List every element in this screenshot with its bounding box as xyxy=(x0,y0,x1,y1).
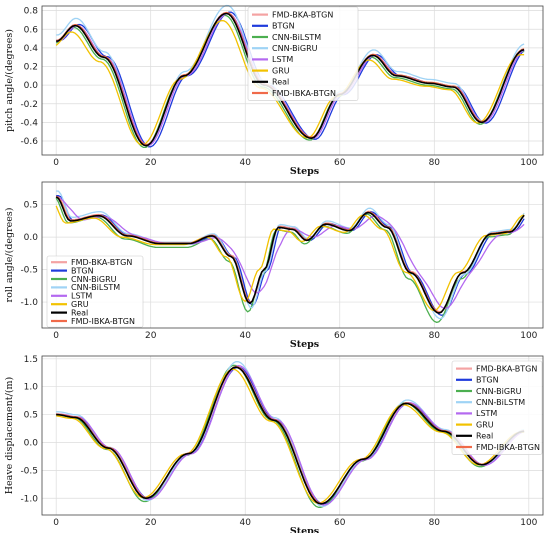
series-line-cnn-bigru xyxy=(56,364,525,508)
legend-label: Real xyxy=(272,78,289,87)
heave-displacement-chart: 0 20 40 60 80 100 -1.0 -0.5 0.0 0.5 1.0 1.5 Steps Hea… xyxy=(4,355,544,533)
x-tick-label: 100 xyxy=(520,331,537,341)
legend-label: FMD-IBKA-BTGN xyxy=(476,443,540,452)
series-line-real xyxy=(55,12,525,147)
legend-label: GRU xyxy=(272,66,290,75)
x-tick-label: 0 xyxy=(53,518,59,528)
y-tick-label: 0.2 xyxy=(24,63,38,73)
legend-label: BTGN xyxy=(71,266,94,275)
y-tick-label: 0.8 xyxy=(24,7,39,17)
legend: FMD-BKA-BTGN BTGN CNN-BiGRU CNN-BiLSTM LSTM G… xyxy=(451,360,543,455)
x-tick-label: 20 xyxy=(145,518,157,528)
legend: FMD-BKA-BTGN BTGN CNN-BiLSTM CNN-BiGRU LSTM G… xyxy=(247,6,359,101)
x-tick-label: 0 xyxy=(53,331,59,341)
x-axis-label: Steps xyxy=(290,166,319,177)
plot-frame xyxy=(41,355,544,516)
legend-label: LSTM xyxy=(71,292,92,301)
y-axis-label: pitch angle/(degrees) xyxy=(4,29,15,132)
legend-label: BTGN xyxy=(272,22,295,31)
y-tick-label: 0.0 xyxy=(24,81,39,91)
series-line-real xyxy=(55,196,525,314)
legend-label: FMD-BKA-BTGN xyxy=(476,364,537,373)
series-line-cnn-bilstm xyxy=(55,14,525,149)
y-tick-label: 0.4 xyxy=(24,44,39,54)
legend-label: CNN-BiLSTM xyxy=(71,283,120,292)
legend-label: CNN-BiGRU xyxy=(71,275,117,284)
legend-label: Real xyxy=(71,308,88,317)
series-line-cnn-bilstm xyxy=(56,190,525,320)
legend-box xyxy=(451,360,543,455)
y-axis-label: roll angle/(degrees) xyxy=(4,208,15,303)
x-tick-label: 20 xyxy=(145,331,157,341)
x-tick-label: 60 xyxy=(334,331,346,341)
y-tick-label: 1.5 xyxy=(24,355,38,365)
y-tick-label: -1.0 xyxy=(20,494,38,504)
legend-label: CNN-BiGRU xyxy=(476,387,522,396)
series-line-real xyxy=(56,366,525,505)
series-line-gru xyxy=(55,205,525,312)
x-tick-label: 60 xyxy=(334,518,346,528)
y-tick-label: 1.0 xyxy=(24,383,39,393)
x-tick-label: 80 xyxy=(429,518,441,528)
legend-label: LSTM xyxy=(272,55,293,64)
y-tick-label: -0.5 xyxy=(20,466,38,476)
legend-label: BTGN xyxy=(476,376,499,385)
y-tick-label: 0.0 xyxy=(24,438,39,448)
y-tick-label: 0.6 xyxy=(24,25,39,35)
x-tick-label: 100 xyxy=(520,518,537,528)
y-tick-label: -0.2 xyxy=(20,100,38,110)
y-tick-label: -0.5 xyxy=(20,266,38,276)
y-axis-label: Heave displacement/(m) xyxy=(4,377,15,495)
legend-label: CNN-BiLSTM xyxy=(272,33,321,42)
x-tick-label: 100 xyxy=(520,158,537,168)
x-tick-label: 0 xyxy=(53,158,59,168)
legend-label: FMD-IBKA-BTGN xyxy=(71,317,135,326)
series-line-gru xyxy=(56,368,525,504)
legend-label: FMD-BKA-BTGN xyxy=(71,258,132,267)
legend: FMD-BKA-BTGNBTGNCNN-BiGRUCNN-BiLSTMLSTMG… xyxy=(46,255,144,328)
legend-label: GRU xyxy=(71,300,89,309)
x-axis-label: Steps xyxy=(290,339,319,350)
legend-label: FMD-IBKA-BTGN xyxy=(272,89,336,98)
x-tick-label: 80 xyxy=(429,331,441,341)
y-tick-label: 0.5 xyxy=(24,411,38,421)
plot-frame xyxy=(41,5,544,156)
y-tick-label: 0.0 xyxy=(24,233,39,243)
legend-label: FMD-BKA-BTGN xyxy=(272,10,333,19)
y-tick-label: -0.4 xyxy=(20,118,38,128)
pitch-angle-chart: 0 20 40 60 80 100 -0.6 -0.4 -0.2 0.0 0.2 0.4 0.6 0.8 S… xyxy=(4,4,544,177)
legend-label: CNN-BiGRU xyxy=(272,44,318,53)
legend-label: CNN-BiLSTM xyxy=(476,398,525,407)
legend-box xyxy=(46,255,144,328)
legend-label: Real xyxy=(476,432,493,441)
series-line-gru xyxy=(55,19,525,146)
legend-label: GRU xyxy=(476,420,494,429)
roll-angle-chart: 0 20 40 60 80 100 -1.0 -0.5 0.0 0.5 Steps roll angl… xyxy=(4,181,544,350)
legend-label: LSTM xyxy=(476,409,497,418)
x-tick-label: 20 xyxy=(145,158,157,168)
legend-box xyxy=(247,6,359,101)
y-tick-label: 0.5 xyxy=(24,201,38,211)
y-tick-label: -0.6 xyxy=(20,137,38,147)
x-tick-label: 80 xyxy=(429,158,441,168)
x-axis-label: Steps xyxy=(290,526,319,533)
x-tick-label: 40 xyxy=(240,158,252,168)
plot-frame xyxy=(41,181,544,329)
y-tick-label: -1.0 xyxy=(20,298,38,308)
x-tick-label: 40 xyxy=(240,518,252,528)
x-tick-label: 40 xyxy=(240,331,252,341)
x-tick-label: 60 xyxy=(334,158,346,168)
